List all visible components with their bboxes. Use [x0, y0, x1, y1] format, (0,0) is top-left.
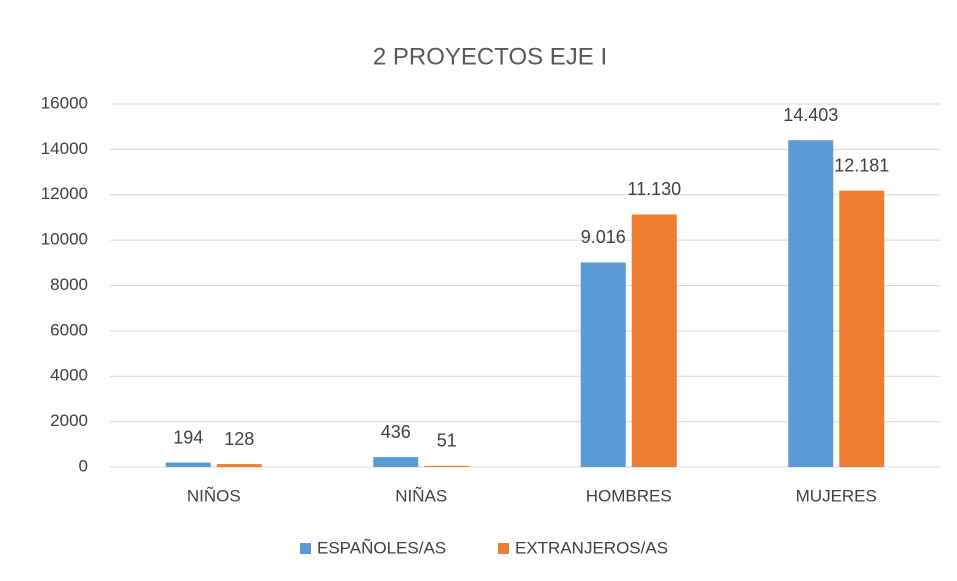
bar — [839, 190, 885, 468]
legend-label: EXTRANJEROS/AS — [515, 538, 668, 557]
x-tick-label: NIÑOS — [187, 486, 241, 505]
y-tick-label: 0 — [79, 456, 88, 475]
value-label: 194 — [173, 427, 203, 447]
value-label: 11.130 — [627, 179, 681, 199]
value-label: 12.181 — [834, 155, 889, 175]
y-tick-label: 14000 — [41, 139, 88, 158]
bar — [424, 465, 470, 467]
legend-label: ESPAÑOLES/AS — [317, 538, 446, 557]
legend-swatch — [300, 543, 311, 554]
y-tick-label: 4000 — [50, 366, 88, 385]
bar — [788, 140, 834, 467]
y-tick-label: 12000 — [41, 184, 88, 203]
bar — [580, 262, 626, 467]
bar — [373, 457, 419, 467]
chart-title: 2 PROYECTOS EJE I — [373, 43, 607, 70]
y-tick-label: 8000 — [50, 275, 88, 294]
value-label: 9.016 — [581, 227, 626, 247]
value-label: 51 — [437, 431, 457, 451]
legend-swatch — [498, 543, 509, 554]
y-tick-label: 10000 — [41, 230, 88, 249]
x-tick-label: MUJERES — [796, 486, 877, 505]
bar — [216, 464, 262, 467]
bar — [165, 462, 211, 467]
y-tick-label: 6000 — [50, 320, 88, 339]
value-label: 128 — [224, 429, 254, 449]
x-tick-label: HOMBRES — [586, 486, 672, 505]
x-tick-label: NIÑAS — [395, 486, 447, 505]
y-tick-label: 2000 — [50, 411, 88, 430]
value-label: 14.403 — [783, 105, 838, 125]
y-tick-label: 16000 — [41, 93, 88, 112]
value-label: 436 — [381, 422, 411, 442]
bar — [631, 214, 677, 467]
